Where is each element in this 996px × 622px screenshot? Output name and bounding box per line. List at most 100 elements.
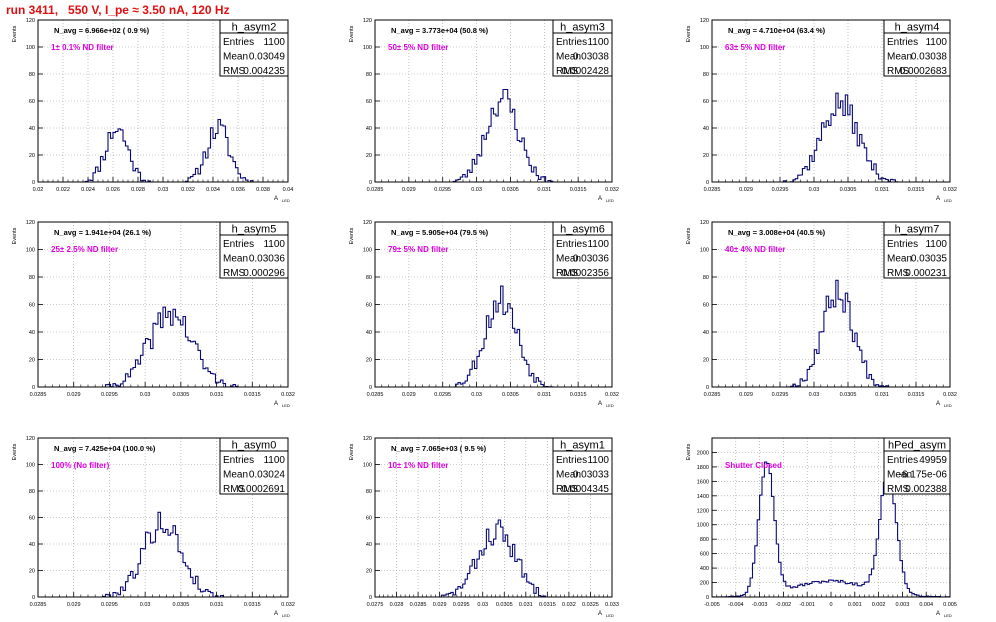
x-tick-label: 0.03 bbox=[477, 602, 488, 608]
x-tick-label: 0.0295 bbox=[772, 187, 789, 193]
stats-box-frame bbox=[219, 221, 289, 279]
histogram-line bbox=[375, 88, 612, 183]
stats-box-title: h_asym3 bbox=[560, 22, 605, 34]
x-tick-label: 0.03 bbox=[140, 392, 151, 398]
x-tick-label: 0.0305 bbox=[840, 187, 857, 193]
stats-value-rms: 0.000296 bbox=[243, 268, 285, 279]
y-tick-label: 120 bbox=[700, 220, 709, 226]
filter-annotation: 40± 4% ND filter bbox=[725, 245, 785, 254]
x-tick-label: 0.031 bbox=[210, 602, 224, 608]
x-tick-label: 0.031 bbox=[537, 187, 551, 193]
x-tick-label: 0.0285 bbox=[367, 392, 384, 398]
y-tick-label: 80 bbox=[29, 489, 35, 495]
stats-value-rms: 0.0002356 bbox=[562, 268, 610, 279]
x-tick-label: 0.0285 bbox=[704, 187, 721, 193]
stats-value-entries: 49959 bbox=[919, 455, 947, 466]
x-tick-label: 0.03 bbox=[471, 392, 482, 398]
stats-label-mean: Mean bbox=[223, 254, 248, 265]
panel-h_asym0: 0.0285 0.029 0.0295 0.03 0.0305 0.031 0.0315 0.… bbox=[12, 436, 295, 618]
stats-label-entries: Entries bbox=[223, 455, 254, 466]
stats-value-rms: 0.004235 bbox=[243, 66, 285, 77]
histogram-line bbox=[375, 519, 612, 598]
stats-box-frame bbox=[883, 437, 951, 495]
y-axis-label: Events bbox=[349, 443, 355, 460]
y-tick-label: 40 bbox=[29, 330, 35, 336]
stats-label-entries: Entries bbox=[887, 37, 918, 48]
y-tick-label: 0 bbox=[369, 180, 372, 186]
x-tick-label: 0.0285 bbox=[30, 602, 47, 608]
x-tick-label: 0.032 bbox=[943, 392, 957, 398]
navg-label: N_avg = 1.941e+04 (26.1 %) bbox=[54, 228, 152, 237]
y-tick-label: 1000 bbox=[697, 523, 709, 529]
stats-value-entries: 1100 bbox=[587, 37, 609, 48]
y-tick-label: 80 bbox=[29, 275, 35, 281]
stats-value-mean: 0.03038 bbox=[911, 52, 948, 63]
y-tick-label: 0 bbox=[369, 595, 372, 601]
panel-h_asym3: 0.0285 0.029 0.0295 0.03 0.0305 0.031 0.0315 0.… bbox=[349, 18, 619, 203]
main-title: run 3411, 550 V, I_pe ≈ 3.50 nA, 120 Hz bbox=[6, 3, 230, 17]
stats-box-title: h_asym7 bbox=[895, 224, 940, 236]
stats-value-rms: 0.0002691 bbox=[238, 484, 286, 495]
x-tick-label: 0.0305 bbox=[840, 392, 857, 398]
stats-value-mean: 0.03035 bbox=[911, 254, 948, 265]
x-tick-label: 0.0285 bbox=[410, 602, 427, 608]
stats-label-rms: RMS bbox=[887, 268, 910, 279]
y-tick-label: 80 bbox=[366, 489, 372, 495]
navg-label: N_avg = 4.710e+04 (63.4 %) bbox=[728, 26, 826, 35]
y-tick-label: 100 bbox=[363, 45, 372, 51]
x-tick-label: 0.032 bbox=[281, 602, 295, 608]
x-tick-label: 0.0295 bbox=[434, 187, 451, 193]
y-tick-label: 0 bbox=[32, 180, 35, 186]
panel-h_asym5: 0.0285 0.029 0.0295 0.03 0.0305 0.031 0.0315 0.… bbox=[12, 220, 295, 408]
x-tick-label: 0.0295 bbox=[772, 392, 789, 398]
stats-label-entries: Entries bbox=[223, 37, 254, 48]
stats-label-mean: Mean bbox=[556, 470, 581, 481]
x-axis-label: A bbox=[936, 611, 940, 617]
x-tick-label: 0.0315 bbox=[570, 392, 587, 398]
navg-label: N_avg = 5.905e+04 (79.5 %) bbox=[391, 228, 489, 237]
x-tick-label: 0.0305 bbox=[172, 392, 189, 398]
stats-box-title: h_asym5 bbox=[232, 224, 277, 236]
stats-box-title: h_asym6 bbox=[560, 224, 605, 236]
x-axis-label: A bbox=[936, 196, 940, 202]
y-tick-label: 200 bbox=[700, 581, 709, 587]
histogram-line bbox=[712, 92, 950, 183]
y-tick-label: 1400 bbox=[697, 494, 709, 500]
x-tick-label: 0.028 bbox=[131, 187, 145, 193]
y-axis-label: Events bbox=[686, 227, 692, 244]
stats-box: hPed_asym Entries 49959 Mean-6.175e-06 RMS0.… bbox=[883, 437, 951, 495]
y-tick-label: 100 bbox=[26, 45, 35, 51]
y-tick-label: 60 bbox=[366, 303, 372, 309]
stats-label-entries: Entries bbox=[887, 455, 918, 466]
y-tick-label: 80 bbox=[703, 275, 709, 281]
stats-value-entries: 1100 bbox=[263, 455, 285, 466]
filter-annotation: 10± 1% ND filter bbox=[388, 461, 448, 470]
filter-annotation: 1± 0.1% ND filter bbox=[51, 43, 114, 52]
x-tick-label: 0.029 bbox=[739, 392, 753, 398]
x-axis-label-subscript: LED bbox=[282, 613, 290, 618]
y-tick-label: 0 bbox=[706, 595, 709, 601]
stats-label-rms: RMS bbox=[887, 66, 910, 77]
x-tick-label: 0.03 bbox=[158, 187, 169, 193]
stats-value-mean: -6.175e-06 bbox=[899, 470, 948, 481]
y-axis-label: Events bbox=[349, 25, 355, 42]
x-tick-label: 0.034 bbox=[206, 187, 220, 193]
x-tick-label: 0.003 bbox=[896, 602, 910, 608]
x-tick-label: 0.029 bbox=[402, 392, 416, 398]
y-axis-label: Events bbox=[349, 227, 355, 244]
y-tick-label: 1600 bbox=[697, 479, 709, 485]
y-tick-label: 60 bbox=[703, 303, 709, 309]
stats-label-entries: Entries bbox=[556, 455, 587, 466]
x-tick-label: 0.0275 bbox=[367, 602, 384, 608]
x-axis-label: A bbox=[274, 401, 278, 407]
x-tick-label: 0.0295 bbox=[453, 602, 470, 608]
y-tick-label: 120 bbox=[363, 18, 372, 24]
stats-label-mean: Mean bbox=[887, 254, 912, 265]
x-tick-label: 0.02 bbox=[33, 187, 44, 193]
y-tick-label: 40 bbox=[366, 542, 372, 548]
stats-box: h_asym0 Entries 1100 Mean 0.03024RMS0.000269… bbox=[219, 437, 289, 495]
y-axis-label: Events bbox=[12, 25, 18, 42]
y-tick-label: 1200 bbox=[697, 508, 709, 514]
x-tick-label: 0.002 bbox=[872, 602, 886, 608]
